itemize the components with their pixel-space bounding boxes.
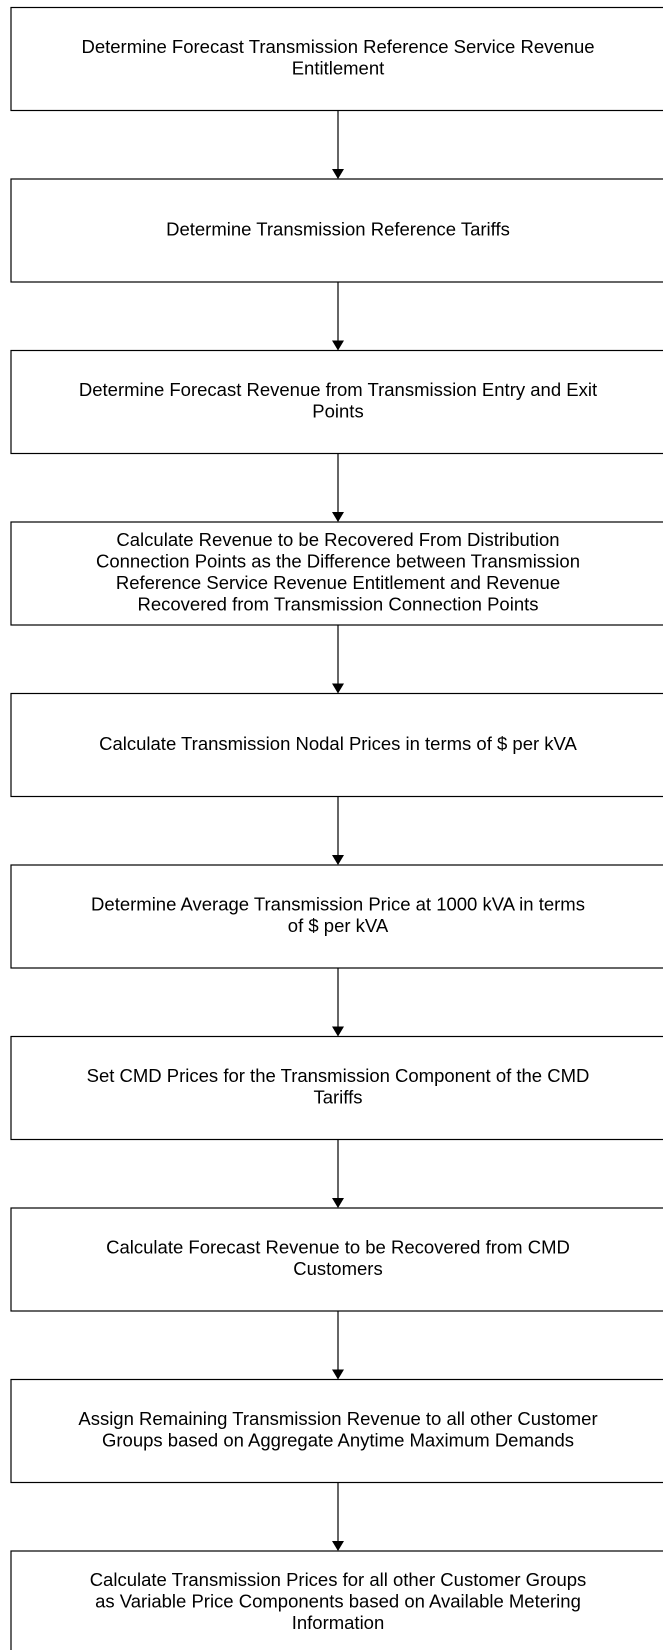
process-box — [10, 864, 663, 969]
box-label: as Variable Price Components based on Av… — [95, 1590, 581, 1611]
box-label: Points — [312, 401, 363, 422]
box-label: Calculate Forecast Revenue to be Recover… — [106, 1237, 570, 1258]
process-box — [10, 178, 663, 283]
box-label: Groups based on Aggregate Anytime Maximu… — [102, 1430, 574, 1451]
box-label: Customers — [293, 1258, 382, 1279]
box-label: Calculate Transmission Prices for all ot… — [90, 1569, 587, 1590]
process-box — [10, 349, 663, 455]
box-label: Determine Average Transmission Price at … — [91, 894, 585, 915]
box-label: Connection Points as the Difference betw… — [96, 551, 580, 572]
process-box — [10, 692, 663, 798]
box-label: of $ per kVA — [288, 915, 389, 936]
box-label: Set CMD Prices for the Transmission Comp… — [87, 1065, 590, 1086]
box-label: Information — [292, 1612, 385, 1633]
box-label: Tariffs — [313, 1087, 362, 1108]
box-label: Reference Service Revenue Entitlement an… — [116, 572, 560, 593]
process-box — [10, 6, 663, 112]
process-box — [10, 1378, 663, 1484]
box-label: Calculate Transmission Nodal Prices in t… — [99, 733, 577, 754]
box-label: Entitlement — [292, 58, 385, 79]
process-box — [10, 1550, 663, 1650]
box-label: Assign Remaining Transmission Revenue to… — [78, 1408, 597, 1429]
process-box — [10, 521, 663, 626]
process-box — [10, 1207, 663, 1312]
process-box — [10, 1035, 663, 1141]
box-label: Recovered from Transmission Connection P… — [137, 594, 538, 615]
box-label: Determine Forecast Transmission Referenc… — [81, 36, 594, 57]
box-label: Determine Forecast Revenue from Transmis… — [79, 379, 597, 400]
box-label: Calculate Revenue to be Recovered From D… — [116, 529, 559, 550]
box-label: Determine Transmission Reference Tariffs — [166, 218, 510, 239]
